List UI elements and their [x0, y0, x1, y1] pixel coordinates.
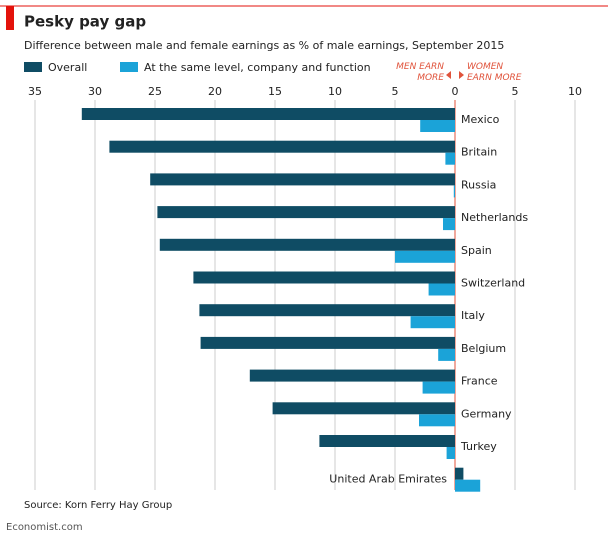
bar [199, 304, 455, 317]
red-tab [6, 6, 14, 30]
x-tick-label: 15 [268, 85, 282, 98]
x-tick-label: 10 [328, 85, 342, 98]
bar [455, 467, 464, 480]
bar [453, 185, 455, 198]
legend-swatch [24, 62, 42, 72]
bar [272, 402, 455, 415]
bar [455, 479, 481, 492]
category-label: Mexico [461, 113, 500, 126]
category-label: Switzerland [461, 277, 525, 290]
x-tick-label: 25 [148, 85, 162, 98]
annotation-right: WOMEN EARN MORE [467, 62, 522, 83]
arrow-left [446, 71, 451, 79]
bar [395, 250, 455, 263]
category-label: Italy [461, 309, 485, 322]
bar [200, 336, 455, 349]
bar [81, 108, 456, 120]
category-label: Germany [461, 407, 512, 420]
x-tick-label: 30 [88, 85, 102, 98]
x-tick-label: 10 [568, 85, 582, 98]
x-tick-label: 0 [452, 85, 459, 98]
category-label: Russia [461, 178, 496, 191]
category-label: Netherlands [461, 211, 528, 224]
legend-label: At the same level, company and function [144, 61, 371, 74]
subtitle: Difference between male and female earni… [24, 39, 504, 52]
x-tick-label: 5 [512, 85, 519, 98]
category-label: United Arab Emirates [329, 473, 447, 486]
x-tick-label: 20 [208, 85, 222, 98]
bar [428, 283, 455, 296]
x-tick-label: 5 [392, 85, 399, 98]
bar [422, 381, 455, 394]
bar [419, 414, 455, 427]
category-label: Spain [461, 244, 492, 257]
bar [445, 152, 455, 165]
bar [443, 218, 455, 231]
category-label: Britain [461, 146, 497, 159]
legend-swatch [120, 62, 138, 72]
bar [249, 369, 455, 382]
x-tick-label: 35 [28, 85, 42, 98]
bar [193, 271, 455, 284]
bar [109, 140, 456, 153]
bar [157, 206, 455, 219]
annotation-left: MEN EARN MORE [396, 62, 444, 83]
bar [150, 173, 455, 186]
category-label: Turkey [460, 440, 497, 453]
bar [438, 348, 455, 361]
legend-label: Overall [48, 61, 87, 74]
chart-title: Pesky pay gap [24, 13, 146, 31]
arrow-right [459, 71, 464, 79]
bar [420, 120, 455, 132]
bar [446, 447, 455, 459]
category-label: Belgium [461, 342, 506, 355]
footer: Economist.com [6, 522, 83, 533]
bar [319, 435, 455, 447]
category-label: France [461, 375, 498, 388]
bar [410, 316, 455, 329]
source: Source: Korn Ferry Hay Group [24, 500, 172, 511]
bar [159, 238, 456, 251]
